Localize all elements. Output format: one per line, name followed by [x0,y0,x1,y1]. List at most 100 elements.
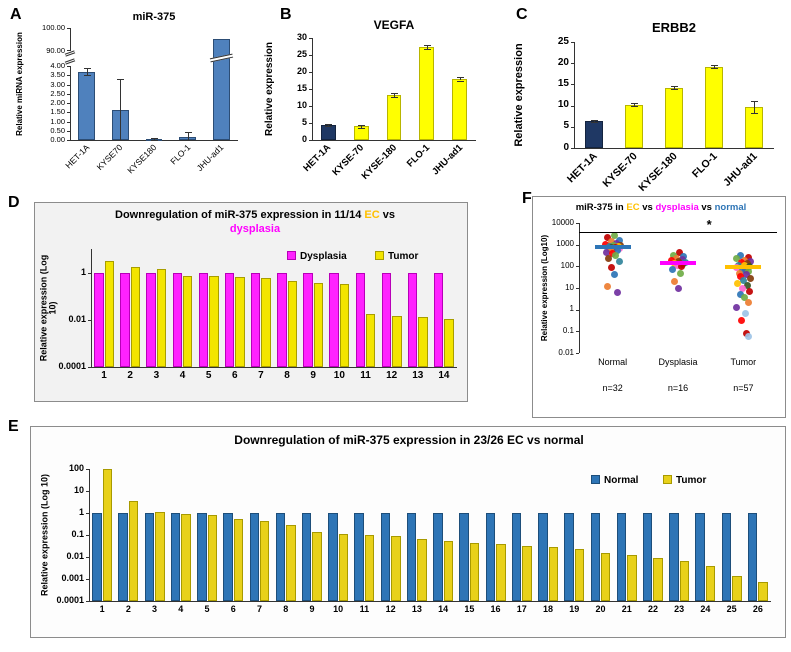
x-category-label: 8 [284,370,290,381]
x-category-label: 4 [179,370,186,381]
bar [223,513,233,601]
x-category-label: 9 [310,370,316,381]
y-tick-label: 1.50 [50,107,65,117]
bar [328,513,338,601]
chart-title-segment: EC [364,209,380,221]
panel-f: F miR-375 in EC vs dysplasia vs normal Re… [512,190,790,422]
bar [277,272,287,367]
chart-title: miR-375 [70,10,238,24]
scatter-dot [676,249,684,257]
axis-line [674,86,675,90]
chart-title: miR-375 in EC vs dysplasia vs normal [541,202,781,214]
axis-line [576,353,579,354]
chart-title: Downregulation of miR-375 expression in … [55,208,455,237]
axis-line [576,223,579,224]
axis-line [751,101,758,103]
scatter-dot [615,258,623,266]
mean-line [594,244,631,249]
chart-title-segment: Downregulation of miR-375 expression in … [115,209,365,221]
x-category-label: 3 [153,370,160,381]
chart-title-line: ERBB2 [574,20,774,37]
axis-line [67,93,70,95]
x-category-label: 22 [647,604,658,614]
bar [104,261,114,367]
scatter-dot [739,284,747,292]
axis-line [309,89,312,90]
y-tick-label: 0.01 [66,551,84,562]
scatter-dot [610,271,618,279]
bar [172,272,182,367]
axis-line [579,223,580,353]
x-category-label: 13 [411,604,422,614]
legend-swatch [663,475,672,484]
legend-swatch [375,251,384,260]
axis-line [86,67,88,76]
x-category-label: 12 [385,604,396,614]
bar [354,513,364,601]
axis-line [591,120,598,122]
x-category-label: 25 [726,604,737,614]
legend-label: Tumor [388,251,419,262]
bar [144,513,155,601]
scatter-dot [602,248,610,256]
y-tick-label: 10 [73,485,84,496]
bar [443,540,454,601]
axis-line [67,121,70,123]
axis-line [671,86,678,88]
scatter-dot [747,275,755,283]
scatter-dot [613,247,621,255]
sig-star: * [706,216,712,232]
x-category-label: 14 [438,370,450,381]
axis-line [456,80,464,82]
y-tick-label: 1.00 [50,116,65,126]
x-category-label: 10 [333,604,344,614]
axis-line [631,103,638,105]
bar [128,501,139,601]
bar [459,513,469,601]
bar [207,515,217,601]
bar [102,469,113,601]
axis-line [312,140,476,141]
bar [434,272,444,367]
scatter-dot [610,232,618,240]
y-tick-label: 0.50 [50,125,65,135]
bar [381,272,392,367]
scatter-dot [739,266,747,274]
scatter-dot [746,287,754,295]
scatter-dot [607,263,615,271]
y-tick-label: 0.00 [50,135,65,145]
chart-title-line: miR-375 [70,10,238,24]
x-category-label: 20 [595,604,606,614]
scatter-dot [736,251,744,259]
x-category-label: 14 [438,604,449,614]
group-label: Dysplasia [658,357,698,367]
axis-break-mark [64,58,76,65]
y-tick-label: 0.01 [558,347,574,357]
x-category-label: 23 [674,604,685,614]
bar [758,582,768,601]
bar [444,318,454,367]
x-category-label: 5 [205,370,212,381]
bar [627,555,637,601]
legend-label: Normal [604,475,639,486]
axis-line [671,89,678,91]
scatter-dot [737,273,745,281]
scatter-dot [744,298,752,306]
axis-line [571,148,574,149]
bar [233,518,244,601]
y-tick-label: 0 [301,134,307,145]
axis-break-mark [64,50,76,58]
bar [118,513,128,601]
bar [303,272,313,367]
legend-item: Dysplasia [287,251,347,262]
bar [538,513,548,601]
bar [286,525,296,601]
panel-c: C ERBB2 Relative expression 0 5 10 15 20 25 HET-… [498,4,790,206]
chart-title-line: VEGFA [312,18,476,34]
axis-line [754,101,755,114]
y-tick-label: 100 [560,261,574,271]
chart-title-segment: dysplasia [655,202,699,213]
chart-d-ec-vs-dysplasia: Downregulation of miR-375 expression in … [8,194,470,416]
scatter-dot [601,241,609,249]
bar [156,268,167,367]
